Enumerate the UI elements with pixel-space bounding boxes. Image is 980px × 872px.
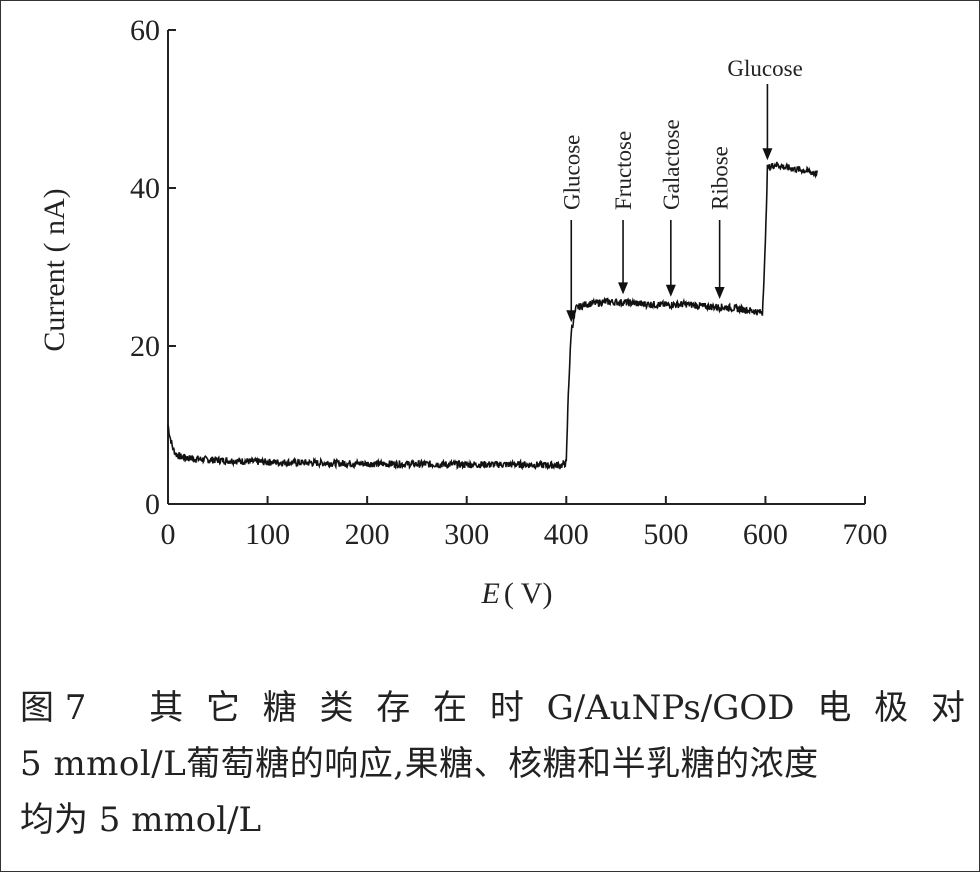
x-tick-label: 0 <box>161 518 176 551</box>
x-axis-label-symbol: E <box>481 577 500 610</box>
annotation-label: Ribose <box>708 146 733 210</box>
figure-caption: 图 7 其它糖类存在时 G/AuNPs/GOD 电极对 5 mmol/L葡萄糖的响应… <box>20 680 965 848</box>
caption-word: 其 <box>149 688 184 728</box>
caption-word: 极 <box>874 688 909 728</box>
ticks: 0 100 200 300 400 500 600 700 0 20 40 60 <box>130 14 888 551</box>
caption-word: 时 <box>489 688 524 728</box>
axes <box>167 30 865 505</box>
annotation-arrow-head <box>618 282 629 295</box>
annotation-label: Galactose <box>659 119 684 210</box>
caption-word: 对 <box>930 688 965 728</box>
y-axis-label: Current ( nA) <box>38 188 71 351</box>
caption-line-2: 5 mmol/L葡萄糖的响应,果糖、核糖和半乳糖的浓度 <box>20 744 819 784</box>
annotation-arrow-head <box>566 310 577 323</box>
x-axis-label-unit: ( V) <box>504 577 553 610</box>
caption-word: 存 <box>376 688 411 728</box>
annotation-label: Fructose <box>611 131 636 210</box>
y-tick-label: 20 <box>130 330 160 363</box>
x-tick-label: 500 <box>643 518 688 551</box>
y-tick-label: 40 <box>130 172 160 205</box>
caption-word: 电 <box>817 688 852 728</box>
caption-word: G/AuNPs/GOD <box>546 688 795 728</box>
caption-word: 糖 <box>262 688 297 728</box>
caption-line-3: 均为 5 mmol/L <box>20 800 262 840</box>
caption-word: 在 <box>433 688 468 728</box>
x-tick-label: 400 <box>544 518 589 551</box>
caption-word: 类 <box>319 688 354 728</box>
x-tick-label: 600 <box>743 518 788 551</box>
x-tick-label: 100 <box>245 518 290 551</box>
caption-figure-number: 图 7 <box>20 688 87 728</box>
series <box>167 161 818 471</box>
annotation-arrow-head <box>665 284 676 297</box>
caption-line-1: 图 7 其它糖类存在时 G/AuNPs/GOD 电极对 <box>20 680 965 736</box>
y-tick-label: 0 <box>145 488 160 521</box>
series-line-0 <box>167 161 818 471</box>
x-tick-label: 200 <box>345 518 390 551</box>
caption-word: 它 <box>205 688 240 728</box>
x-tick-label: 300 <box>444 518 489 551</box>
annotation-label: Glucose <box>559 135 584 210</box>
annotation-label: Glucose <box>727 56 802 81</box>
annotations: Glucose Fructose Galactose Ribose Glucose <box>559 56 803 323</box>
y-tick-label: 60 <box>130 14 160 47</box>
x-tick-label: 700 <box>843 518 888 551</box>
annotation-arrow-head <box>762 148 773 161</box>
annotation-arrow-head <box>714 287 725 300</box>
chart: 0 100 200 300 400 500 600 700 0 20 40 60 Glucose Fru… <box>38 14 888 610</box>
x-axis-label: E( V) <box>481 577 553 610</box>
